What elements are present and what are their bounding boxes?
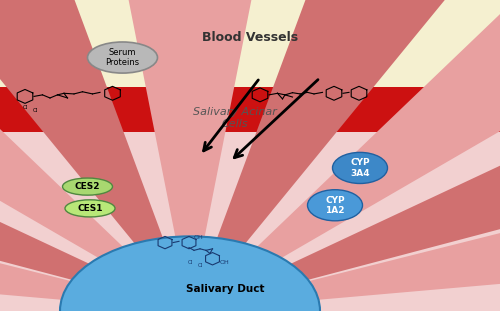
Text: Cl: Cl	[188, 260, 192, 265]
Text: OH: OH	[193, 235, 203, 240]
Text: Salivary Acinar
Cells: Salivary Acinar Cells	[193, 107, 277, 129]
Text: Cl: Cl	[32, 108, 38, 113]
Text: Cl: Cl	[22, 105, 28, 110]
Ellipse shape	[65, 200, 115, 217]
FancyBboxPatch shape	[0, 87, 500, 132]
Polygon shape	[0, 136, 190, 311]
Polygon shape	[0, 0, 190, 311]
Text: CYP
3A4: CYP 3A4	[350, 158, 370, 178]
Polygon shape	[98, 0, 282, 311]
Text: CES2: CES2	[75, 182, 100, 191]
Polygon shape	[190, 136, 500, 311]
Polygon shape	[190, 0, 500, 311]
Text: CES1: CES1	[77, 204, 103, 213]
Ellipse shape	[332, 152, 388, 183]
Text: Blood Vessels: Blood Vessels	[202, 31, 298, 44]
Text: CYP
1A2: CYP 1A2	[325, 196, 345, 215]
Text: Cl: Cl	[198, 263, 202, 268]
FancyBboxPatch shape	[0, 0, 500, 87]
Text: OH: OH	[220, 260, 230, 265]
Polygon shape	[0, 30, 190, 311]
Polygon shape	[0, 0, 190, 311]
Text: Salivary Duct: Salivary Duct	[186, 284, 264, 294]
Ellipse shape	[308, 190, 362, 221]
Ellipse shape	[62, 178, 112, 195]
Ellipse shape	[60, 236, 320, 311]
Polygon shape	[190, 0, 500, 311]
Text: Serum
Proteins: Serum Proteins	[106, 48, 140, 67]
Polygon shape	[190, 30, 500, 311]
Ellipse shape	[88, 42, 158, 73]
